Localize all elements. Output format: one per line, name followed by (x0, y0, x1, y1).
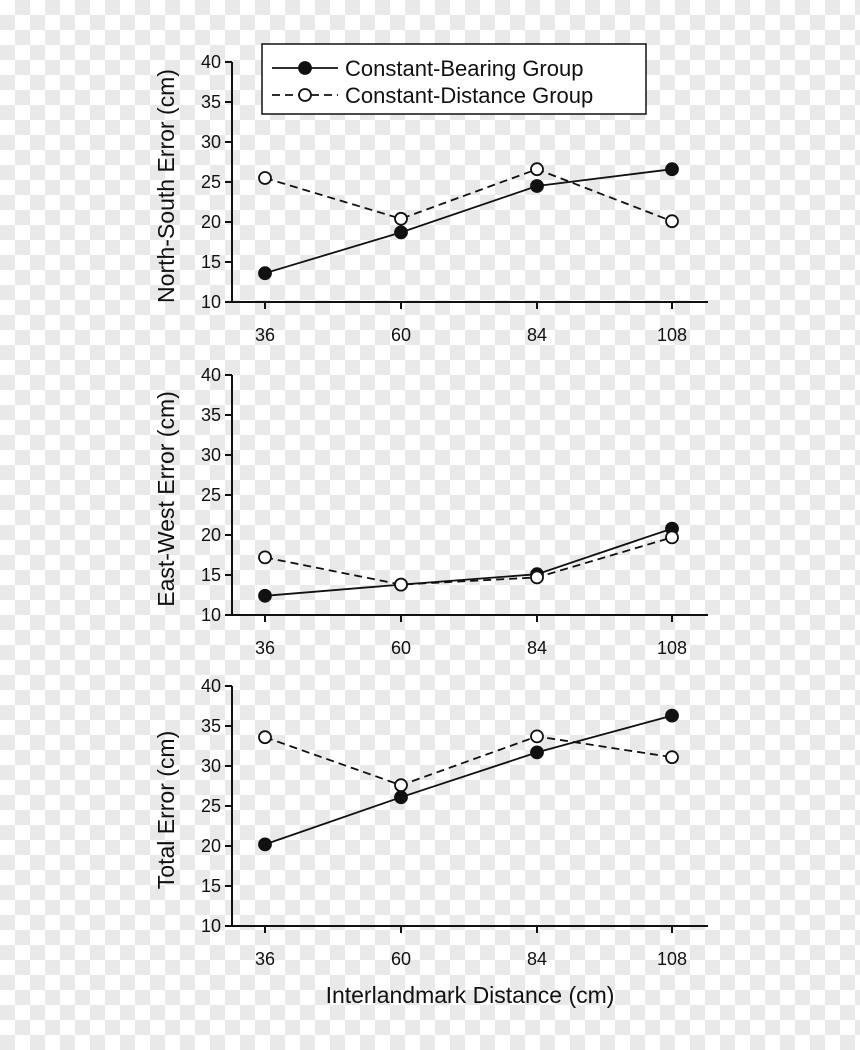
data-point (530, 729, 544, 744)
data-point (665, 530, 679, 545)
data-point (665, 162, 679, 177)
series-line-1 (264, 527, 673, 597)
y-tick-label: 30 (201, 756, 221, 776)
data-point (258, 837, 272, 852)
x-axis-title: Interlandmark Distance (cm) (326, 982, 615, 1008)
x-tick-label: 60 (391, 638, 411, 658)
series-line-2 (264, 735, 673, 787)
y-tick-label: 15 (201, 252, 221, 272)
y-tick-label: 40 (201, 676, 221, 696)
data-point (394, 577, 408, 592)
data-point (530, 162, 544, 177)
y-tick-label: 35 (201, 92, 221, 112)
x-tick-label: 84 (527, 638, 547, 658)
y-tick-label: 15 (201, 876, 221, 896)
legend: Constant-Bearing GroupConstant-Distance … (261, 43, 647, 115)
y-tick-label: 20 (201, 525, 221, 545)
data-point (258, 730, 272, 745)
y-tick-label: 20 (201, 212, 221, 232)
y-tick-label: 25 (201, 172, 221, 192)
series-line-1 (264, 168, 673, 275)
x-tick-label: 108 (657, 325, 687, 345)
series-line-1 (264, 714, 673, 846)
x-tick-label: 108 (657, 638, 687, 658)
data-point (530, 745, 544, 760)
data-point (394, 225, 408, 240)
x-tick-label: 84 (527, 949, 547, 969)
x-tick-label: 108 (657, 949, 687, 969)
data-point (394, 790, 408, 805)
y-tick-label: 35 (201, 405, 221, 425)
x-tick-label: 36 (255, 638, 275, 658)
legend-marker (298, 88, 312, 102)
data-point (394, 778, 408, 793)
data-point (665, 214, 679, 229)
legend-marker (298, 61, 312, 75)
y-tick-label: 25 (201, 796, 221, 816)
series-line-2 (264, 536, 673, 586)
y-tick-label: 10 (201, 605, 221, 625)
legend-box (261, 43, 647, 115)
y-tick-label: 15 (201, 565, 221, 585)
panel-3: 10 15 20 25 30 35 40 36 60 84 108 Total Error (cm) I… (153, 676, 708, 1008)
legend-label: Constant-Bearing Group (345, 56, 583, 81)
legend-label: Constant-Distance Group (345, 83, 593, 108)
x-tick-label: 60 (391, 325, 411, 345)
data-point (258, 588, 272, 603)
data-point (665, 750, 679, 765)
x-tick-label: 36 (255, 949, 275, 969)
y-axis-title: North-South Error (cm) (153, 69, 179, 303)
data-point (530, 570, 544, 585)
y-axis-title: East-West Error (cm) (153, 391, 179, 607)
panel-2: 10 15 20 25 30 35 40 36 60 84 108 East-West Error (… (153, 365, 708, 658)
y-tick-label: 30 (201, 445, 221, 465)
y-tick-label: 30 (201, 132, 221, 152)
series-line-2 (264, 168, 673, 223)
y-tick-label: 35 (201, 716, 221, 736)
data-point (258, 171, 272, 185)
x-tick-label: 84 (527, 325, 547, 345)
data-point (258, 550, 272, 565)
data-point (665, 708, 679, 723)
y-tick-label: 10 (201, 916, 221, 936)
x-tick-label: 36 (255, 325, 275, 345)
y-axis-title: Total Error (cm) (153, 731, 179, 889)
x-tick-label: 60 (391, 949, 411, 969)
data-point (394, 211, 408, 226)
data-point (258, 266, 272, 281)
y-tick-label: 40 (201, 365, 221, 385)
y-tick-label: 10 (201, 292, 221, 312)
y-tick-label: 25 (201, 485, 221, 505)
data-point (530, 179, 544, 193)
panel-1: 10 15 20 25 30 35 40 36 60 84 108 North-South Error… (153, 43, 708, 345)
y-tick-label: 20 (201, 836, 221, 856)
y-tick-label: 40 (201, 52, 221, 72)
